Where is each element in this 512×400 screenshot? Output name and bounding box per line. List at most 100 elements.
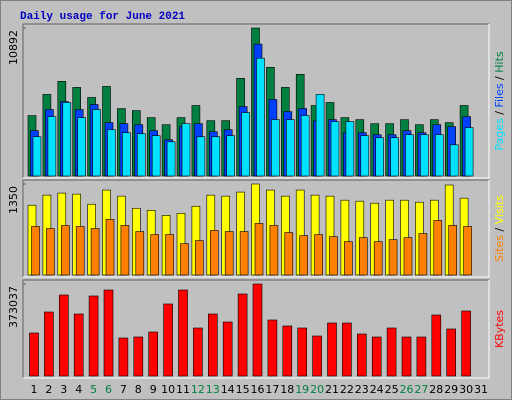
bar [373, 241, 383, 276]
bar [299, 235, 309, 276]
bar [31, 226, 40, 276]
bar [360, 135, 370, 177]
bar [241, 112, 250, 177]
x-tick-label: 21 [325, 383, 339, 396]
bar [315, 94, 325, 177]
bar [32, 136, 42, 177]
x-tick-label: 14 [221, 383, 235, 396]
bar [401, 336, 412, 377]
x-tick-label: 9 [150, 383, 157, 396]
bar [312, 335, 322, 377]
bar [165, 234, 174, 276]
legend-separator: / [493, 224, 506, 235]
x-tick-label: 27 [414, 383, 428, 396]
bar [44, 311, 54, 377]
bar [405, 134, 414, 177]
bar [29, 332, 39, 377]
bar [208, 313, 218, 377]
legend-entry: Hits [493, 51, 506, 73]
bar [58, 294, 69, 377]
bar [226, 135, 235, 177]
bar [448, 225, 458, 276]
bar [137, 133, 146, 177]
bar [356, 333, 367, 377]
bar [195, 240, 204, 276]
bar [150, 234, 159, 276]
bar [330, 121, 340, 177]
panel-light [23, 24, 490, 179]
bar [418, 233, 428, 276]
legend-entry: Files [493, 83, 506, 107]
bar [224, 231, 234, 276]
bar [62, 102, 72, 177]
bar [285, 119, 295, 177]
y-tick-label: 373037 [7, 286, 20, 328]
bar [461, 310, 471, 377]
x-tick-label: 7 [120, 383, 127, 396]
bar [105, 219, 115, 276]
x-tick-label: 26 [400, 383, 414, 396]
bar [386, 327, 397, 377]
panel-shadow [22, 179, 489, 277]
bar [135, 231, 145, 276]
x-tick-label: 18 [280, 383, 294, 396]
bar [269, 225, 279, 276]
bar [237, 293, 248, 377]
bar [122, 132, 131, 177]
x-tick-label: 19 [295, 383, 309, 396]
bar [90, 228, 100, 276]
bar [463, 226, 472, 276]
x-tick-label: 2 [45, 383, 52, 396]
bar [403, 237, 413, 276]
x-tick-label: 3 [60, 383, 67, 396]
bar [210, 230, 219, 276]
x-tick-label: 4 [75, 383, 82, 396]
bar [431, 314, 442, 377]
bar [92, 109, 101, 177]
x-tick-label: 5 [90, 383, 97, 396]
legend-entry: Pages [493, 118, 506, 151]
x-tick-label: 17 [265, 383, 279, 396]
bar [449, 144, 459, 177]
legend-entry: Sites [493, 235, 506, 262]
bar [375, 137, 385, 177]
bar [60, 225, 70, 276]
panel-light [23, 280, 490, 379]
bar [254, 223, 264, 276]
bar [103, 289, 114, 377]
x-tick-label: 10 [161, 383, 175, 396]
y-tick-label: 10892 [7, 30, 20, 65]
bar [314, 234, 323, 276]
bar [178, 289, 188, 377]
legend: KBytes [493, 310, 506, 348]
x-tick-label: 12 [191, 383, 205, 396]
chart-title: Daily usage for June 2021 [20, 11, 185, 23]
bar [297, 327, 308, 377]
y-tick-label: 1350 [7, 186, 20, 214]
bar [256, 57, 265, 177]
x-tick-label: 15 [236, 383, 250, 396]
x-tick-label: 8 [135, 383, 142, 396]
panel-shadow [22, 279, 489, 378]
bar [329, 236, 338, 276]
x-tick-label: 24 [370, 383, 384, 396]
bar [390, 137, 399, 177]
bar [464, 127, 474, 177]
bar [271, 119, 280, 177]
legend-separator: / [493, 108, 506, 119]
x-tick-label: 20 [310, 383, 324, 396]
x-tick-label: 31 [474, 383, 488, 396]
bar [446, 328, 457, 377]
bar [151, 135, 161, 177]
panel-light [23, 180, 490, 278]
bar [193, 327, 203, 377]
bar [166, 141, 176, 177]
bar [107, 129, 116, 177]
panel-shadow [22, 23, 489, 178]
x-tick-label: 30 [459, 383, 473, 396]
bar [180, 243, 189, 276]
x-tick-label: 11 [176, 383, 190, 396]
bar [416, 336, 427, 377]
bar [118, 337, 129, 377]
bar [434, 134, 444, 177]
